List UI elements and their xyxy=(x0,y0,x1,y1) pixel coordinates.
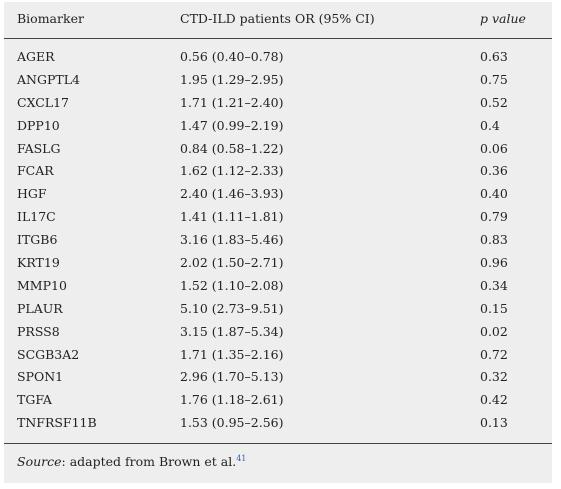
odds-ratio-cell: 1.76 (1.18–2.61) xyxy=(180,392,284,408)
p-value-cell: 0.63 xyxy=(480,49,508,64)
p-value-cell: 0.52 xyxy=(480,94,508,110)
table-row: ITGB6 3.16 (1.83–5.46) 0.83 xyxy=(4,229,552,252)
biomarker-cell: FASLG xyxy=(17,140,61,156)
biomarker-cell: TGFA xyxy=(17,392,52,408)
table-row: FCAR 1.62 (1.12–2.33) 0.36 xyxy=(4,160,552,183)
odds-ratio-cell: 1.52 (1.10–2.08) xyxy=(180,277,284,293)
biomarker-cell: KRT19 xyxy=(17,255,60,271)
table-row: FASLG 0.84 (0.58–1.22) 0.06 xyxy=(4,138,552,161)
odds-ratio-cell: 3.15 (1.87–5.34) xyxy=(180,323,284,339)
table-row: TNFRSF11B 1.53 (0.95–2.56) 0.13 xyxy=(4,412,552,435)
odds-ratio-cell: 1.95 (1.29–2.95) xyxy=(180,71,284,87)
source-label: Source xyxy=(17,454,62,469)
biomarker-table: Biomarker CTD-ILD patients OR (95% CI) p… xyxy=(4,2,552,483)
table-body: AGER 0.56 (0.40–0.78) 0.63 ANGPTL4 1.95 (1.2… xyxy=(4,46,552,435)
biomarker-cell: MMP10 xyxy=(17,277,67,293)
biomarker-cell: ANGPTL4 xyxy=(17,71,80,87)
biomarker-cell: SCGB3A2 xyxy=(17,346,80,362)
p-value-cell: 0.34 xyxy=(480,277,508,293)
biomarker-cell: PLAUR xyxy=(17,300,63,316)
biomarker-cell: HGF xyxy=(17,186,47,202)
p-value-cell: 0.02 xyxy=(480,323,508,339)
biomarker-cell: CXCL17 xyxy=(17,94,70,110)
biomarker-cell: AGER xyxy=(17,49,55,64)
table-row: ANGPTL4 1.95 (1.29–2.95) 0.75 xyxy=(4,69,552,92)
table-source-note: Source: adapted from Brown et al.41 xyxy=(17,454,246,470)
table-row: PRSS8 3.15 (1.87–5.34) 0.02 xyxy=(4,321,552,344)
table-row: MMP10 1.52 (1.10–2.08) 0.34 xyxy=(4,275,552,298)
table-footer-divider xyxy=(4,443,552,444)
table-row: IL17C 1.41 (1.11–1.81) 0.79 xyxy=(4,206,552,229)
p-value-cell: 0.06 xyxy=(480,140,508,156)
header-biomarker: Biomarker xyxy=(17,11,84,26)
biomarker-cell: ITGB6 xyxy=(17,232,58,248)
biomarker-cell: IL17C xyxy=(17,209,56,225)
biomarker-cell: SPON1 xyxy=(17,369,64,385)
odds-ratio-cell: 1.71 (1.35–2.16) xyxy=(180,346,284,362)
odds-ratio-cell: 3.16 (1.83–5.46) xyxy=(180,232,284,248)
p-value-cell: 0.32 xyxy=(480,369,508,385)
table-row: AGER 0.56 (0.40–0.78) 0.63 xyxy=(4,46,552,69)
table-row: KRT19 2.02 (1.50–2.71) 0.96 xyxy=(4,252,552,275)
biomarker-cell: TNFRSF11B xyxy=(17,415,97,431)
p-value-cell: 0.36 xyxy=(480,163,508,179)
odds-ratio-cell: 1.53 (0.95–2.56) xyxy=(180,415,284,431)
table-row: SPON1 2.96 (1.70–5.13) 0.32 xyxy=(4,366,552,389)
table-row: SCGB3A2 1.71 (1.35–2.16) 0.72 xyxy=(4,344,552,367)
biomarker-cell: DPP10 xyxy=(17,117,60,133)
p-value-cell: 0.15 xyxy=(480,300,508,316)
odds-ratio-cell: 2.40 (1.46–3.93) xyxy=(180,186,284,202)
table-row: CXCL17 1.71 (1.21–2.40) 0.52 xyxy=(4,92,552,115)
table-row: PLAUR 5.10 (2.73–9.51) 0.15 xyxy=(4,298,552,321)
biomarker-cell: FCAR xyxy=(17,163,54,179)
p-value-cell: 0.75 xyxy=(480,71,508,87)
p-value-cell: 0.40 xyxy=(480,186,508,202)
header-or: CTD-ILD patients OR (95% CI) xyxy=(180,11,375,26)
table-row: TGFA 1.76 (1.18–2.61) 0.42 xyxy=(4,389,552,412)
odds-ratio-cell: 2.02 (1.50–2.71) xyxy=(180,255,284,271)
p-value-cell: 0.79 xyxy=(480,209,508,225)
table-header: Biomarker CTD-ILD patients OR (95% CI) p… xyxy=(4,2,552,39)
p-value-cell: 0.13 xyxy=(480,415,508,431)
header-pvalue: p value xyxy=(480,11,526,26)
p-value-cell: 0.4 xyxy=(480,117,500,133)
odds-ratio-cell: 0.56 (0.40–0.78) xyxy=(180,49,284,64)
odds-ratio-cell: 1.71 (1.21–2.40) xyxy=(180,94,284,110)
source-text: : adapted from Brown et al. xyxy=(61,454,237,469)
odds-ratio-cell: 0.84 (0.58–1.22) xyxy=(180,140,284,156)
table-row: DPP10 1.47 (0.99–2.19) 0.4 xyxy=(4,115,552,138)
biomarker-cell: PRSS8 xyxy=(17,323,60,339)
p-value-cell: 0.96 xyxy=(480,255,508,271)
table-row: HGF 2.40 (1.46–3.93) 0.40 xyxy=(4,183,552,206)
p-value-cell: 0.83 xyxy=(480,232,508,248)
odds-ratio-cell: 1.62 (1.12–2.33) xyxy=(180,163,284,179)
odds-ratio-cell: 1.41 (1.11–1.81) xyxy=(180,209,284,225)
odds-ratio-cell: 2.96 (1.70–5.13) xyxy=(180,369,284,385)
odds-ratio-cell: 5.10 (2.73–9.51) xyxy=(180,300,284,316)
p-value-cell: 0.72 xyxy=(480,346,508,362)
p-value-cell: 0.42 xyxy=(480,392,508,408)
odds-ratio-cell: 1.47 (0.99–2.19) xyxy=(180,117,284,133)
source-reference[interactable]: 41 xyxy=(236,453,247,463)
